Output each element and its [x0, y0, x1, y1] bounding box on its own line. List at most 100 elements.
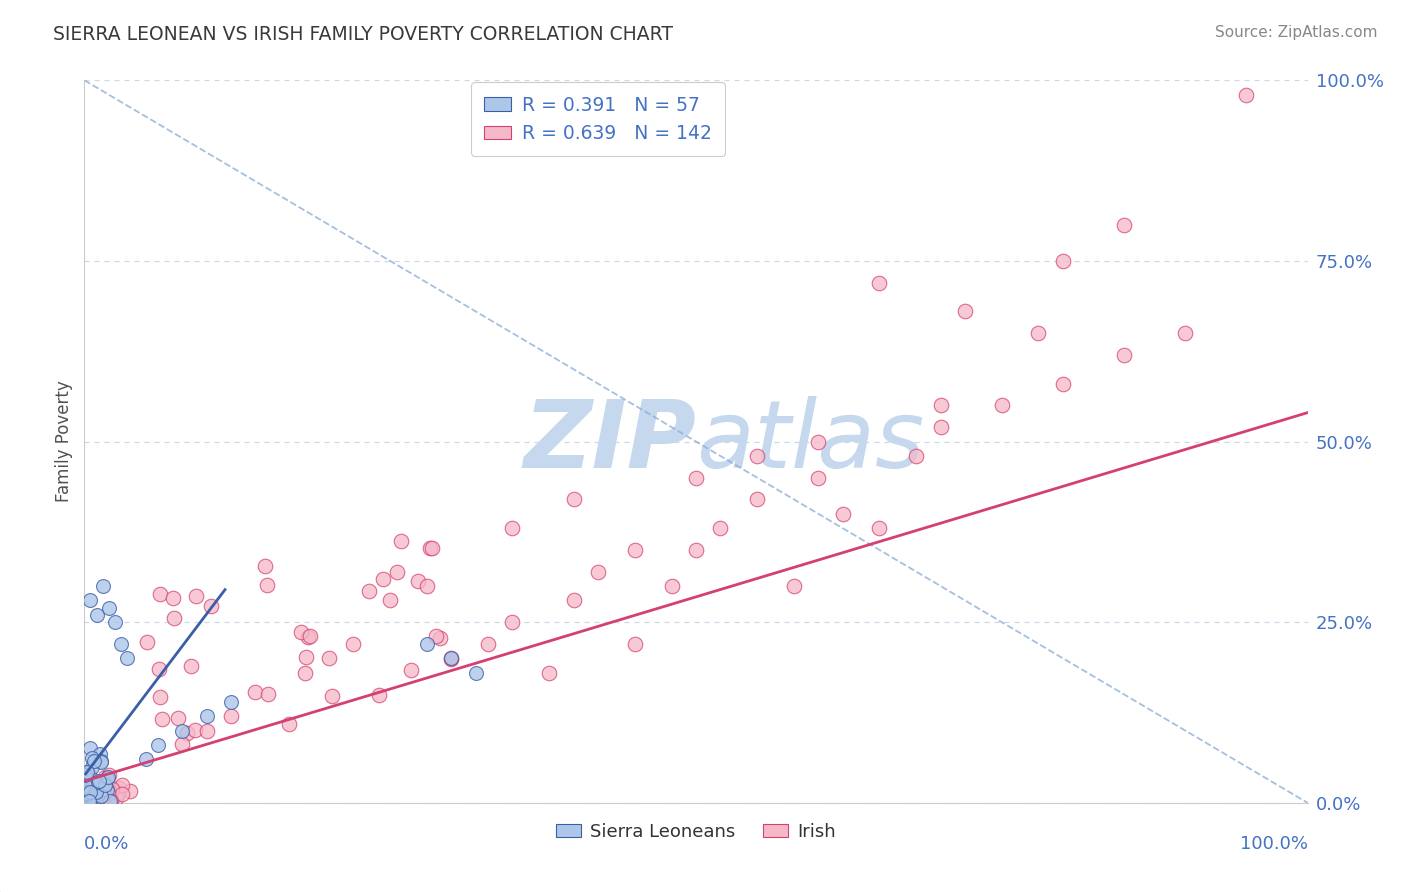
Point — [77, 793, 100, 807]
Point — [87, 773, 110, 788]
Point — [256, 578, 278, 592]
Point — [87, 778, 110, 792]
Point — [90, 780, 112, 795]
Point — [75, 774, 97, 789]
Text: ZIP: ZIP — [523, 395, 696, 488]
Point — [80, 760, 103, 774]
Point — [82, 789, 104, 804]
Point — [75, 780, 97, 794]
Point — [82, 776, 104, 790]
Point — [96, 783, 118, 797]
Point — [80, 750, 103, 764]
Point — [149, 587, 172, 601]
Point — [80, 787, 103, 801]
Point — [294, 649, 316, 664]
Point — [1236, 87, 1258, 102]
Text: Source: ZipAtlas.com: Source: ZipAtlas.com — [1215, 25, 1378, 40]
Point — [991, 398, 1014, 412]
Point — [76, 765, 98, 780]
Point — [73, 768, 96, 782]
Point — [79, 781, 101, 796]
Point — [111, 778, 134, 792]
Point — [170, 737, 193, 751]
Point — [429, 631, 451, 645]
Point — [425, 629, 447, 643]
Text: SIERRA LEONEAN VS IRISH FAMILY POVERTY CORRELATION CHART: SIERRA LEONEAN VS IRISH FAMILY POVERTY C… — [53, 25, 673, 44]
Point — [79, 790, 101, 805]
Point — [93, 770, 115, 784]
Point — [98, 768, 121, 782]
Point — [257, 687, 280, 701]
Point — [77, 790, 100, 805]
Point — [93, 795, 115, 809]
Point — [562, 492, 585, 507]
Point — [685, 542, 707, 557]
Point — [586, 565, 609, 579]
Point — [82, 783, 104, 797]
Point — [90, 778, 112, 792]
Point — [96, 771, 118, 785]
Point — [80, 780, 103, 794]
Point — [1028, 326, 1050, 340]
Point — [94, 789, 117, 803]
Point — [172, 723, 194, 738]
Point — [91, 579, 114, 593]
Point — [219, 695, 242, 709]
Point — [502, 521, 524, 535]
Point — [195, 723, 218, 738]
Point — [79, 789, 101, 803]
Point — [200, 599, 222, 614]
Point — [709, 521, 731, 535]
Point — [79, 783, 101, 797]
Point — [342, 637, 364, 651]
Point — [84, 793, 107, 807]
Point — [184, 590, 207, 604]
Point — [150, 712, 173, 726]
Point — [278, 717, 301, 731]
Point — [97, 786, 120, 800]
Point — [118, 784, 141, 798]
Point — [96, 777, 118, 791]
Point — [180, 659, 202, 673]
Point — [149, 690, 172, 704]
Point — [77, 784, 100, 798]
Point — [440, 651, 463, 665]
Point — [79, 793, 101, 807]
Point — [146, 738, 169, 752]
Point — [294, 665, 316, 680]
Text: atlas: atlas — [696, 396, 924, 487]
Point — [73, 788, 96, 802]
Point — [77, 789, 100, 803]
Point — [162, 591, 184, 605]
Point — [86, 780, 108, 795]
Point — [401, 663, 423, 677]
Point — [464, 665, 486, 680]
Point — [869, 521, 891, 535]
Point — [82, 772, 104, 787]
Point — [1052, 253, 1074, 268]
Point — [86, 784, 108, 798]
Point — [101, 782, 124, 797]
Point — [108, 780, 131, 795]
Point — [84, 790, 107, 805]
Point — [1052, 376, 1074, 391]
Point — [77, 787, 100, 801]
Point — [387, 565, 409, 579]
Point — [111, 787, 134, 801]
Point — [94, 778, 117, 792]
Point — [82, 791, 104, 805]
Point — [905, 449, 928, 463]
Point — [243, 685, 266, 699]
Point — [321, 690, 343, 704]
Point — [440, 651, 463, 665]
Point — [299, 629, 322, 643]
Point — [87, 789, 110, 804]
Point — [90, 789, 112, 803]
Point — [76, 787, 98, 801]
Point — [84, 776, 107, 790]
Point — [75, 780, 97, 794]
Point — [82, 788, 104, 802]
Point — [97, 600, 120, 615]
Point — [90, 789, 112, 803]
Point — [1174, 326, 1197, 340]
